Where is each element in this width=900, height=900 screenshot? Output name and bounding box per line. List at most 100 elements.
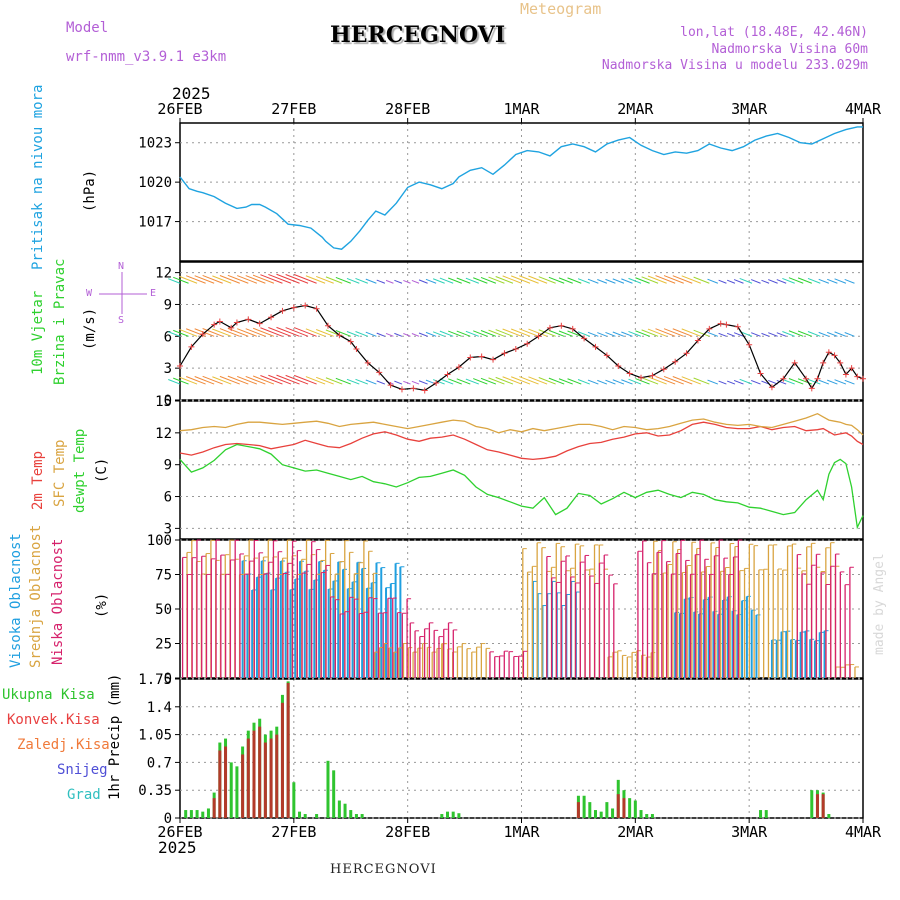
wind-barb (305, 328, 326, 337)
wind-barb (655, 275, 676, 284)
compass-e: E (150, 288, 157, 299)
legend-snow: Snijeg (57, 762, 108, 778)
wind-gust-marker (421, 387, 428, 394)
wind-barb (305, 275, 326, 284)
wind-barb (558, 330, 573, 337)
wind-barb (173, 377, 189, 385)
wind-barb (335, 377, 351, 385)
wind-gust-marker (177, 363, 183, 370)
wind-barb (635, 277, 650, 284)
temp-line-2 (179, 443, 864, 530)
precip-bar (337, 800, 341, 818)
legend-conv-precip: Konvek.Kisa (7, 712, 100, 728)
precip-bar (446, 811, 450, 818)
precip-bar (275, 734, 279, 818)
wind-gust-marker (672, 358, 679, 365)
wind-gust-marker (814, 375, 821, 382)
wind-barb (316, 376, 334, 385)
wind-barb (325, 377, 343, 385)
precip-bar (622, 798, 626, 818)
legend-total-precip: Ukupna Kisa (2, 687, 95, 703)
wind-ytick-label: 6 (164, 329, 172, 345)
temp-line-1 (179, 412, 864, 436)
x-tick-label-bottom: 26FEB (157, 823, 202, 841)
wind-gust-marker (302, 302, 309, 309)
wind-barb (316, 275, 334, 284)
wind-barb (168, 379, 181, 385)
wind-barb (647, 328, 667, 337)
wind-barb (733, 279, 744, 284)
wind-barb (316, 329, 334, 337)
wind-barb (465, 277, 479, 284)
wind-barb (245, 328, 266, 337)
x-tick-label-bottom: 2MAR (617, 823, 654, 841)
wind-barb (365, 278, 377, 284)
wind-barb (612, 278, 625, 284)
precip-bar (582, 795, 586, 818)
wind-barb (635, 378, 650, 385)
wind-gust-marker (831, 352, 838, 359)
x-tick-label-bottom: 4MAR (845, 823, 882, 841)
wind-barb (726, 332, 736, 337)
wind-gust-marker (842, 371, 849, 378)
wind-barb (252, 274, 275, 284)
wind-gust-marker (313, 305, 320, 312)
wind-barb (577, 278, 590, 284)
wind-gust-marker (199, 331, 206, 338)
wind-gust-marker (245, 316, 252, 323)
wind-gust-marker (768, 384, 775, 391)
precip-bar (252, 730, 256, 818)
wind-barb (761, 279, 770, 284)
wind-barb (365, 331, 377, 337)
wind-barb (519, 275, 539, 284)
wind-barb (376, 332, 386, 337)
wind-barb (776, 332, 787, 337)
x-tick-label-top: 4MAR (845, 100, 882, 118)
wind-barb (194, 376, 215, 385)
wind-barb (548, 276, 565, 284)
wind-barb (733, 379, 744, 385)
wind-gust-marker (490, 356, 497, 363)
x-tick-label-top: 1MAR (503, 100, 540, 118)
wind-barb (558, 277, 573, 284)
wind-barb (365, 379, 377, 385)
wind-barb (672, 275, 693, 284)
wind-barb (621, 278, 633, 284)
precip-bar (616, 794, 620, 818)
wind-barb (605, 331, 616, 337)
precip-bar (611, 808, 615, 818)
precip-bar (224, 746, 228, 818)
wind-gust-marker (860, 375, 866, 382)
wind-ytick-label: 12 (155, 266, 172, 282)
precip-bar (440, 814, 444, 818)
wind-barb (448, 277, 462, 284)
wind-barb (260, 274, 283, 284)
x-tick-label-bottom: 3MAR (731, 823, 768, 841)
wind-barb (276, 273, 300, 284)
precip-bar (263, 742, 267, 818)
wind-barb (587, 278, 599, 284)
precip-bar (593, 810, 597, 818)
wind-barb (663, 275, 684, 284)
wind-barb (577, 331, 590, 337)
wind-barb (439, 378, 454, 385)
wind-barb (587, 331, 599, 337)
wind-barb (219, 328, 240, 337)
wind-barb (718, 332, 727, 337)
wind-barb (276, 326, 300, 337)
wind-barb (621, 331, 633, 337)
wind-barb (411, 333, 420, 337)
wind-barb (567, 277, 582, 284)
wind-gust-marker (478, 353, 485, 360)
wind-gust-marker (444, 371, 451, 378)
wind-barb (739, 378, 753, 385)
wind-barb (597, 379, 608, 385)
wind-barb (425, 331, 437, 337)
wind-gust-marker (808, 385, 815, 392)
wind-barb (293, 274, 317, 284)
wind-barb (385, 332, 394, 337)
wind-barb (510, 328, 531, 337)
precip-bar (218, 750, 222, 818)
pressure-ytick-label: 1017 (138, 215, 172, 231)
wind-barb (538, 377, 556, 385)
